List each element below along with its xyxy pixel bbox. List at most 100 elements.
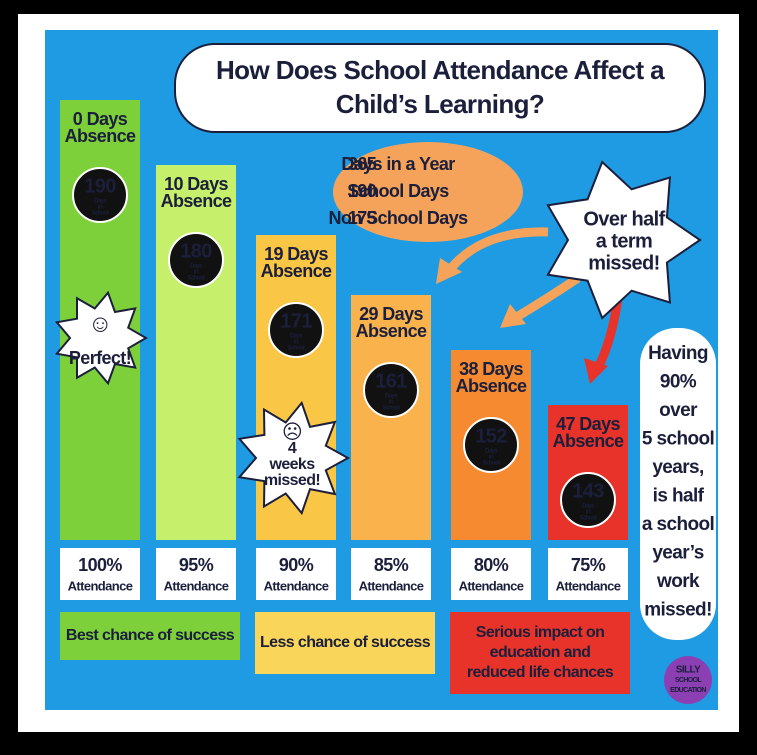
four-weeks-text: 4 — [288, 440, 297, 457]
days-number: 171 — [280, 310, 312, 332]
days-number: 152 — [475, 425, 507, 447]
days-number: 143 — [572, 480, 604, 502]
fact-number: 190 — [348, 181, 377, 201]
side-note-text: missed! — [644, 600, 712, 621]
days-badge — [72, 167, 128, 223]
fact-number: 365 — [348, 154, 377, 174]
absence-label: Absence — [553, 431, 624, 451]
attendance-label: Attendance — [556, 578, 621, 593]
title-box — [174, 43, 706, 133]
days-badge — [168, 232, 224, 288]
days-label: in — [294, 340, 299, 346]
attendance-percent: 95% — [179, 555, 214, 575]
four-weeks-star — [237, 400, 351, 516]
attendance-box — [451, 548, 531, 600]
days-number: 180 — [180, 240, 212, 262]
logo-text: SILLY — [676, 665, 701, 676]
attendance-label: Attendance — [68, 578, 133, 593]
half-term-text: a term — [596, 230, 652, 252]
side-note-text: year’s — [652, 543, 703, 564]
days-badge — [560, 472, 616, 528]
absence-label: 0 Days — [73, 109, 128, 129]
outcome-text: Serious impact on — [476, 624, 605, 641]
days-label: in — [489, 455, 494, 461]
column-bar — [156, 165, 236, 540]
absence-label: Absence — [261, 261, 332, 281]
attendance-percent: 90% — [279, 555, 314, 575]
days-label: School — [92, 211, 109, 217]
absence-label: 10 Days — [164, 174, 228, 194]
perfect-star — [54, 290, 148, 386]
days-label: in — [586, 510, 591, 516]
side-note-text: Having — [648, 343, 708, 364]
days-label: in — [194, 270, 199, 276]
absence-label: Absence — [161, 191, 232, 211]
attendance-label: Attendance — [164, 578, 229, 593]
attendance-percent: 85% — [374, 555, 409, 575]
days-label: School — [483, 461, 500, 467]
arrow-head — [500, 304, 526, 328]
logo-text: SCHOOL — [675, 677, 703, 684]
arrow — [512, 274, 581, 322]
perfect-text: ☺ — [88, 310, 112, 337]
side-note-box — [640, 328, 716, 640]
four-weeks-text: ☹ — [282, 421, 302, 443]
absence-label: 19 Days — [264, 244, 328, 264]
absence-label: Absence — [65, 126, 136, 146]
arrow-head — [436, 258, 462, 284]
outcome-box — [450, 612, 630, 694]
attendance-box — [256, 548, 336, 600]
outcome-box — [255, 612, 435, 674]
four-weeks-text: weeks — [268, 456, 315, 473]
fact-text: Days in a Year — [341, 154, 455, 174]
days-label: in — [98, 205, 103, 211]
days-label: School — [288, 346, 305, 352]
attendance-label: Attendance — [359, 578, 424, 593]
days-label: Days — [385, 394, 398, 400]
title-line: How Does School Attendance Affect a — [216, 55, 665, 85]
half-term-star — [546, 160, 702, 320]
days-label: School — [383, 406, 400, 412]
logo-badge — [664, 656, 712, 704]
absence-label: Absence — [356, 321, 427, 341]
days-badge — [463, 417, 519, 473]
days-number: 190 — [84, 175, 116, 197]
days-label: Days — [94, 199, 107, 205]
days-number: 161 — [375, 370, 407, 392]
side-note-text: over — [659, 400, 698, 421]
days-label: in — [389, 400, 394, 406]
attendance-box — [60, 548, 140, 600]
perfect-text: Perfect! — [69, 348, 131, 368]
absence-label: 47 Days — [556, 414, 620, 434]
half-term-text: missed! — [588, 252, 659, 274]
outcome-text: education and — [490, 644, 591, 661]
attendance-label: Attendance — [459, 578, 524, 593]
days-label: School — [188, 276, 205, 282]
arrow — [444, 227, 549, 275]
days-label: Days — [485, 449, 498, 455]
fact-number: 175 — [348, 208, 377, 228]
days-label: Days — [582, 504, 595, 510]
fact-text: School Days — [347, 181, 449, 201]
half-term-text: Over half — [583, 208, 665, 230]
absence-label: Absence — [456, 376, 527, 396]
days-badge — [363, 362, 419, 418]
attendance-percent: 80% — [474, 555, 509, 575]
title-line: Child’s Learning? — [336, 89, 544, 119]
days-label: Days — [290, 334, 303, 340]
year-facts-bubble — [333, 142, 523, 242]
attendance-box — [156, 548, 236, 600]
days-label: Days — [190, 264, 203, 270]
days-label: School — [580, 516, 597, 522]
side-note-text: is half — [653, 486, 705, 507]
side-note-text: 5 school — [642, 429, 714, 450]
side-note-text: a school — [642, 514, 714, 535]
attendance-percent: 75% — [571, 555, 606, 575]
attendance-percent: 100% — [78, 555, 122, 575]
outcome-text: Best chance of success — [66, 627, 235, 644]
days-badge — [268, 302, 324, 358]
attendance-label: Attendance — [264, 578, 329, 593]
arrow-head — [584, 358, 608, 384]
attendance-box — [548, 548, 628, 600]
